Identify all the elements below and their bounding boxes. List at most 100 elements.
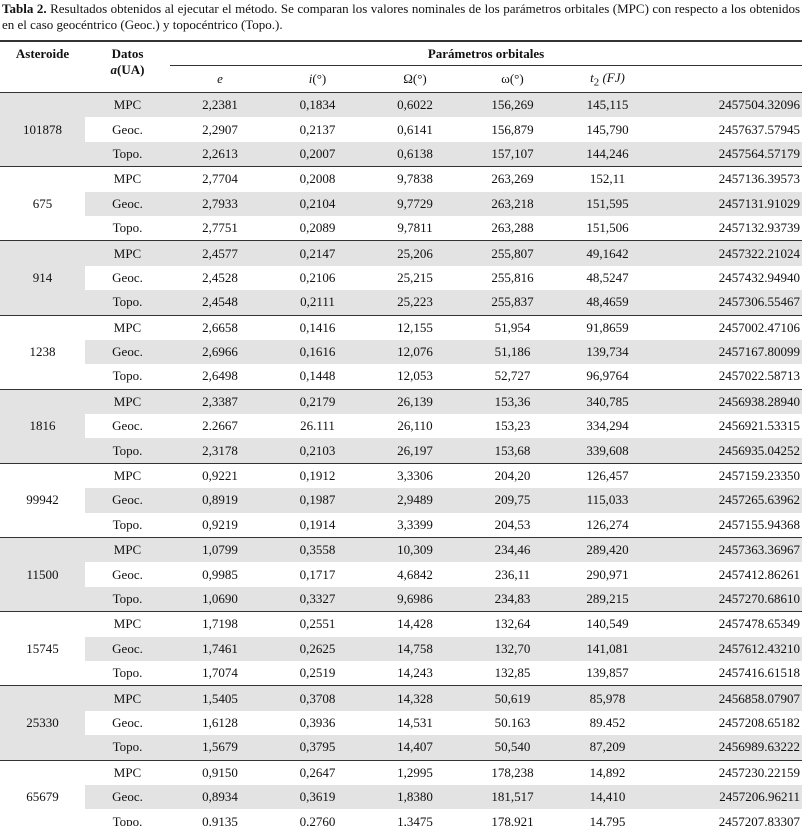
value-cell: 1,5405 — [170, 685, 270, 711]
value-cell: 1,2995 — [397, 764, 433, 780]
value-cell: 52,727 — [494, 368, 531, 384]
value-cell: 340,785 — [560, 389, 655, 415]
value-cell: 2456858.07907 — [655, 685, 802, 711]
value-cell: 1,0690 — [170, 586, 270, 612]
column-header: ω(°) — [465, 66, 560, 93]
value-cell: 0,3327 — [270, 586, 365, 612]
asteroid-cell: 15745 — [26, 640, 59, 656]
asteroid-cell: 675 — [32, 195, 53, 211]
data-row: Geoc. 2,6966 0,1616 12,076 51,186 139,734 2457… — [0, 339, 802, 365]
value-cell: 0,1717 — [299, 566, 336, 582]
table-body: 101878 MPC 2,2381 0,1834 0,6022 156,269 145,11… — [0, 92, 802, 826]
dataset-cell: MPC — [85, 92, 170, 118]
asteroid-cell: 99942 — [26, 492, 59, 508]
data-row: Topo. 1,7074 0,2519 14,243 132,85 139,857 2457… — [0, 661, 802, 686]
value-cell: 0,6022 — [365, 92, 465, 118]
value-cell: 2457270.68610 — [655, 586, 802, 612]
caption-label: Tabla 2. — [2, 1, 47, 16]
value-cell: 2457612.43210 — [655, 636, 802, 661]
value-cell: 0,2551 — [299, 616, 336, 632]
asteroid-cell: 1238 — [29, 344, 56, 360]
value-cell: 2,7751 — [202, 220, 238, 236]
value-cell: 26,139 — [365, 389, 465, 415]
data-row: 65679 MPC 0,9150 0,2647 1,2995 178,238 14,892 2… — [0, 760, 802, 804]
dataset-cell: Geoc. — [112, 269, 143, 285]
value-cell: 4,6842 — [397, 566, 433, 582]
value-cell: 2,4577 — [170, 240, 270, 266]
header-row: Asteroide Datos a(UA) Parámetros orbitales — [0, 41, 802, 77]
dataset-cell: Geoc. — [85, 339, 170, 365]
value-cell: 26.111 — [300, 418, 335, 434]
asteroid-cell: 101878 — [0, 92, 85, 167]
value-cell: 151,506 — [586, 220, 629, 236]
value-cell: 2457416.61518 — [718, 665, 801, 681]
value-cell: 2457322.21024 — [655, 240, 802, 266]
column-header: t2 (FJ) — [560, 66, 655, 93]
dataset-cell: Topo. — [112, 368, 143, 384]
data-row: Topo. 2,7751 0,2089 9,7811 263,288 151,506 245… — [0, 216, 802, 241]
value-cell: 9,7729 — [365, 191, 465, 216]
dataset-cell: Topo. — [85, 141, 170, 167]
value-cell: 14,410 — [560, 784, 655, 810]
value-cell: 1,3475 — [397, 813, 433, 826]
value-cell: 2,2907 — [202, 121, 238, 137]
value-cell: 0,2519 — [299, 665, 336, 681]
value-cell: 51,954 — [494, 319, 531, 335]
dataset-cell: MPC — [85, 389, 170, 415]
value-cell: 0,6138 — [365, 141, 465, 167]
value-cell: 141,081 — [560, 636, 655, 661]
value-cell: 152,11 — [589, 171, 626, 187]
value-cell: 181,517 — [465, 784, 560, 810]
value-cell: 12,076 — [365, 339, 465, 365]
dataset-cell: Topo. — [85, 586, 170, 612]
value-cell: 145,790 — [586, 121, 629, 137]
value-cell: 2,7933 — [170, 191, 270, 216]
value-cell: 0,1914 — [299, 516, 336, 532]
value-cell: 2457504.32096 — [655, 92, 802, 118]
data-row: 101878 MPC 2,2381 0,1834 0,6022 156,269 145,11… — [0, 92, 802, 167]
header-row: e i(°) Ω(°) ω(°) t2 (FJ) — [0, 66, 802, 93]
table-header: Asteroide Datos a(UA) Parámetros orbitales e… — [0, 41, 802, 93]
value-cell: 204,20 — [494, 468, 531, 484]
value-cell: 10,309 — [365, 537, 465, 563]
value-cell: 0,1912 — [299, 468, 336, 484]
value-cell: 9,6986 — [365, 586, 465, 612]
value-cell: 178,238 — [491, 764, 534, 780]
value-cell: 1,0799 — [170, 537, 270, 563]
value-cell: 0,2179 — [270, 389, 365, 415]
value-cell: 178,921 — [491, 813, 534, 826]
value-cell: 14,795 — [589, 813, 626, 826]
value-cell: 289,420 — [560, 537, 655, 563]
value-cell: 2,3387 — [170, 389, 270, 415]
asteroid-cell: 25330 — [0, 685, 85, 761]
data-row: Geoc. 2,2907 0,2137 0,6141 156,879 145,790 245… — [0, 117, 802, 141]
data-row: 15745 MPC 1,7198 0,2551 14,428 132,64 140,549 2… — [0, 612, 802, 655]
column-header: e — [170, 66, 270, 93]
header-text: Ω(°) — [403, 71, 427, 86]
value-cell: 0,9219 — [202, 516, 238, 532]
value-cell: 2457230.22159 — [718, 764, 801, 780]
value-cell: 25,206 — [365, 240, 465, 266]
asteroid-cell: 11500 — [0, 537, 85, 612]
value-cell: 0,1448 — [299, 368, 336, 384]
value-cell: 14,892 — [589, 764, 626, 780]
dataset-cell: Geoc. — [85, 488, 170, 513]
value-cell: 234,83 — [465, 586, 560, 612]
value-cell: 2457132.93739 — [718, 220, 801, 236]
value-cell: 0,3795 — [270, 735, 365, 761]
value-cell: 1,6128 — [202, 714, 238, 730]
data-row: Topo. 0,9135 0,2760 1,3475 178,921 14,795 2457… — [0, 809, 802, 826]
dataset-cell: Geoc. — [85, 636, 170, 661]
subscript: 2 — [593, 76, 600, 89]
asteroid-cell: 1816 — [0, 389, 85, 464]
dataset-cell: MPC — [113, 616, 142, 632]
value-cell: 50,619 — [465, 685, 560, 711]
value-cell: 14,328 — [365, 685, 465, 711]
value-cell: 0,2007 — [270, 141, 365, 167]
value-cell: 1,7461 — [170, 636, 270, 661]
value-cell: 2457131.91029 — [655, 191, 802, 216]
value-cell: 2457412.86261 — [718, 566, 801, 582]
value-cell: 1,8380 — [365, 784, 465, 810]
asteroid-cell: 914 — [0, 240, 85, 316]
